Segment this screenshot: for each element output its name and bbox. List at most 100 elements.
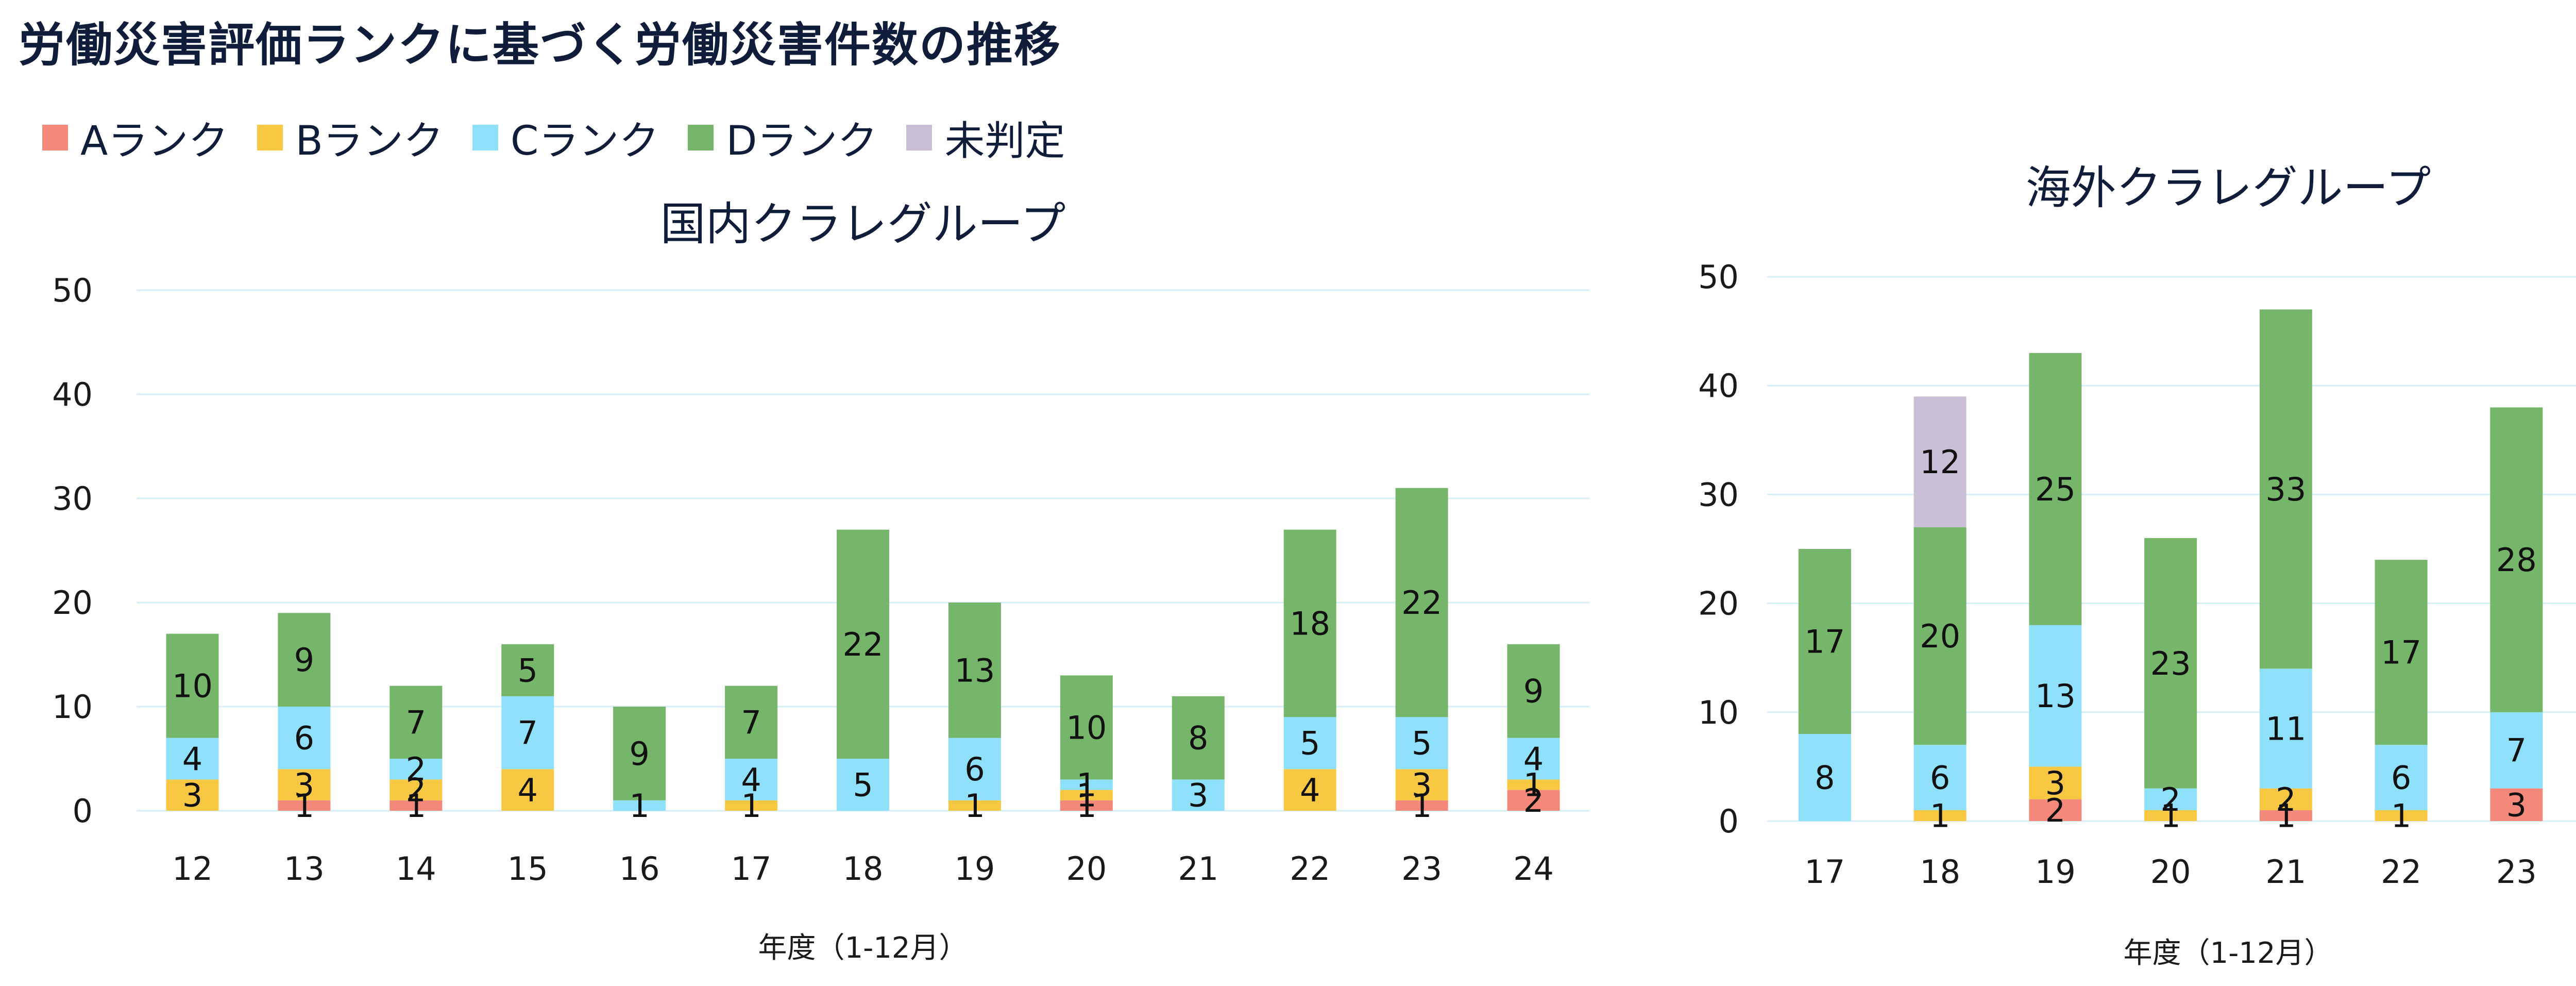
bar-segment	[1172, 779, 1225, 811]
bar-segment	[2029, 799, 2082, 821]
data-label: 22	[843, 626, 884, 663]
bar-segment	[948, 738, 1001, 800]
bar-segment	[2490, 788, 2543, 821]
bar-segment	[2375, 810, 2428, 821]
data-label: 5	[853, 766, 873, 804]
bar-segment	[2259, 810, 2312, 821]
bar-segment	[1060, 800, 1113, 811]
x-tick-label: 12	[172, 850, 213, 888]
data-label: 10	[1066, 709, 1107, 746]
bar-segment	[1507, 790, 1560, 811]
data-label: 1	[741, 787, 761, 825]
x-tick-label: 18	[843, 850, 884, 888]
data-label: 3	[294, 766, 314, 804]
data-label: 6	[2391, 759, 2411, 797]
bar-segment	[1060, 790, 1113, 800]
data-label: 9	[629, 735, 649, 773]
bar-segment	[278, 613, 331, 707]
x-tick-label: 23	[2496, 853, 2537, 891]
bar-segment	[1395, 717, 1448, 770]
x-axis-label: 年度（1-12月）	[758, 931, 968, 965]
data-label: 1	[406, 787, 426, 825]
bar-segment	[166, 738, 219, 780]
data-label: 2	[1523, 782, 1544, 820]
bar-segment	[2144, 810, 2197, 821]
x-tick-label: 13	[284, 850, 325, 888]
data-label: 2	[406, 772, 426, 809]
data-label: 12	[1920, 443, 1960, 481]
data-label: 1	[1412, 787, 1432, 825]
data-label: 10	[172, 667, 213, 705]
data-label: 25	[2035, 471, 2076, 508]
data-label: 3	[1188, 777, 1208, 814]
data-label: 8	[1188, 720, 1208, 757]
bar-segment	[2259, 788, 2312, 810]
bar-segment	[501, 644, 554, 696]
data-label: 1	[2276, 797, 2296, 834]
data-label: 7	[406, 704, 426, 741]
legend-label: Dランク	[726, 118, 878, 164]
legend-swatch	[906, 125, 933, 151]
bar-segment	[1395, 769, 1448, 800]
data-label: 1	[2160, 797, 2180, 834]
bar-segment	[1283, 529, 1336, 717]
data-label: 7	[2506, 732, 2527, 770]
bar-segment	[2029, 625, 2082, 767]
x-tick-label: 19	[954, 850, 995, 888]
bar-segment	[2259, 309, 2312, 669]
data-label: 4	[518, 772, 538, 809]
data-label: 5	[1300, 725, 1320, 762]
bar-segment	[837, 759, 889, 811]
bar-segment	[2490, 712, 2543, 789]
data-label: 33	[2265, 471, 2306, 508]
data-label: 4	[1523, 740, 1544, 778]
x-tick-label: 20	[1066, 850, 1107, 888]
bar-segment	[1395, 800, 1448, 811]
bar-segment	[501, 769, 554, 811]
data-label: 17	[2381, 634, 2421, 672]
data-label: 18	[1290, 605, 1330, 642]
data-label: 1	[1076, 766, 1096, 804]
data-label: 6	[294, 720, 314, 757]
legend-item-a: Aランク	[42, 109, 228, 166]
bar-segment	[278, 769, 331, 800]
domestic-chart: 国内クラレグループ0102030405034101213691312271447…	[52, 197, 1589, 965]
bar-segment	[1798, 549, 1851, 734]
x-tick-label: 22	[1290, 850, 1330, 888]
y-tick-label: 0	[1719, 803, 1739, 840]
bar-segment	[1507, 779, 1560, 790]
y-tick-label: 20	[1698, 585, 1739, 623]
data-label: 5	[1412, 725, 1432, 762]
bar-segment	[389, 686, 443, 759]
x-tick-label: 23	[1401, 850, 1442, 888]
legend-label: Bランク	[295, 118, 444, 164]
bar-segment	[1913, 745, 1967, 810]
data-label: 7	[518, 714, 538, 752]
data-label: 6	[964, 750, 985, 788]
x-tick-label: 21	[2265, 853, 2306, 891]
y-tick-label: 50	[52, 272, 93, 309]
bar-segment	[725, 800, 778, 811]
x-tick-label: 21	[1178, 850, 1218, 888]
data-label: 6	[1930, 759, 1950, 797]
data-label: 7	[741, 704, 761, 741]
bar-segment	[948, 800, 1001, 811]
x-tick-label: 22	[2381, 853, 2421, 891]
data-label: 4	[1300, 772, 1320, 809]
chart-title: 海外クラレグループ	[2026, 161, 2431, 214]
x-tick-label: 16	[619, 850, 660, 888]
y-tick-label: 0	[73, 792, 93, 830]
bar-segment	[613, 800, 666, 811]
bar-segment	[2144, 538, 2197, 789]
data-label: 22	[1401, 584, 1442, 622]
legend-swatch	[42, 125, 68, 151]
data-label: 2	[2160, 781, 2180, 818]
data-label: 1	[629, 787, 649, 825]
y-tick-label: 40	[52, 376, 93, 413]
legend: Aランク Bランク Cランク Dランク 未判定	[42, 109, 1065, 166]
y-tick-label: 20	[52, 584, 93, 622]
legend-label: Cランク	[510, 118, 659, 164]
overseas-chart: 海外クラレグループ0102030405081717162012182313251…	[1698, 161, 2576, 970]
bar-segment	[1798, 734, 1851, 821]
data-label: 9	[1523, 673, 1544, 710]
